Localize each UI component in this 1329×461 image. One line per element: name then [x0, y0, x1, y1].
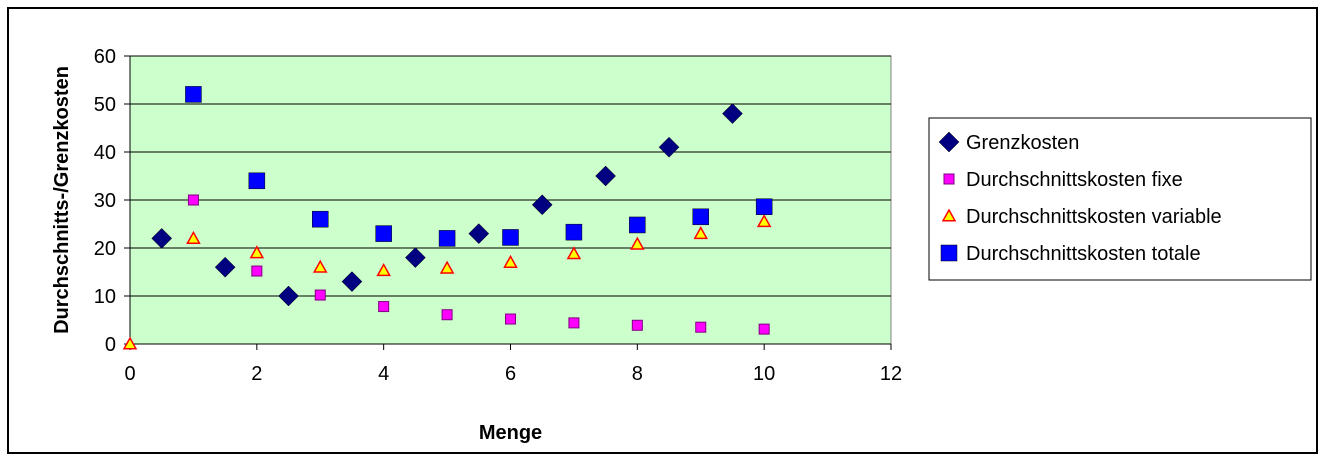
- legend-marker: [943, 173, 955, 185]
- point-grenzkosten: [722, 103, 743, 124]
- legend-box: [928, 117, 1312, 281]
- y-tick-label: 20: [94, 238, 116, 260]
- series-durchschnittskosten-fixe: [187, 194, 770, 335]
- point-durchschnittskosten-fixe: [568, 317, 580, 329]
- point-durchschnittskosten-variable: [186, 230, 201, 244]
- point-grenzkosten: [405, 247, 426, 268]
- point-grenzkosten: [531, 194, 553, 216]
- x-tick-label: 6: [505, 363, 516, 385]
- point-grenzkosten: [341, 271, 363, 292]
- point-grenzkosten: [595, 165, 616, 187]
- point-durchschnittskosten-variable: [566, 246, 582, 260]
- point-durchschnittskosten-variable: [693, 226, 709, 240]
- point-durchschnittskosten-fixe: [758, 323, 770, 335]
- point-durchschnittskosten-variable: [376, 263, 391, 277]
- x-tick-label: 4: [378, 363, 389, 385]
- point-durchschnittskosten-fixe: [695, 321, 707, 333]
- legend: Grenzkosten Durchschnittskosten fixe Durch…: [928, 117, 1312, 281]
- y-tick-label: 40: [94, 142, 116, 164]
- legend-marker: [938, 131, 960, 153]
- series-durchschnittskosten-totale: [185, 86, 773, 247]
- x-axis-ticks: 0 2 4 6 8 10 12: [124, 344, 902, 385]
- data-marks: [122, 86, 773, 350]
- point-durchschnittskosten-variable: [312, 259, 328, 273]
- point-durchschnittskosten-totale: [185, 86, 202, 103]
- point-durchschnittskosten-fixe: [441, 309, 453, 321]
- point-durchschnittskosten-variable: [122, 336, 138, 350]
- point-durchschnittskosten-fixe: [187, 194, 199, 206]
- x-tick-label: 2: [251, 363, 262, 385]
- point-durchschnittskosten-totale: [248, 172, 266, 190]
- point-grenzkosten: [214, 256, 236, 278]
- point-durchschnittskosten-totale: [312, 210, 329, 228]
- point-durchschnittskosten-fixe: [251, 265, 263, 277]
- legend-marker: [940, 244, 958, 262]
- point-durchschnittskosten-fixe: [631, 319, 643, 331]
- point-durchschnittskosten-variable: [630, 236, 645, 250]
- point-grenzkosten: [468, 223, 490, 244]
- x-tick-label: 0: [124, 363, 135, 385]
- x-axis-title: Menge: [479, 422, 542, 444]
- legend-label: Grenzkosten: [966, 132, 1079, 154]
- point-durchschnittskosten-variable: [439, 260, 455, 274]
- point-grenzkosten: [278, 285, 299, 307]
- point-durchschnittskosten-totale: [692, 208, 709, 226]
- legend-item: Grenzkosten: [938, 131, 1079, 154]
- point-durchschnittskosten-totale: [755, 198, 773, 215]
- y-tick-label: 0: [105, 334, 116, 356]
- legend-label: Durchschnittskosten variable: [966, 206, 1222, 228]
- x-tick-label: 8: [632, 363, 643, 385]
- point-durchschnittskosten-totale: [438, 230, 456, 247]
- legend-item: Durchschnittskosten totale: [940, 243, 1201, 265]
- x-tick-label: 10: [753, 363, 775, 385]
- point-durchschnittskosten-variable: [756, 214, 772, 228]
- legend-label: Durchschnittskosten fixe: [966, 169, 1183, 191]
- y-tick-label: 50: [94, 94, 116, 116]
- point-durchschnittskosten-fixe: [314, 289, 326, 301]
- y-axis-title: Durchschnitts-/Grenzkosten: [51, 66, 73, 334]
- point-durchschnittskosten-totale: [565, 223, 583, 241]
- point-durchschnittskosten-variable: [503, 254, 518, 268]
- y-tick-label: 30: [94, 190, 116, 212]
- x-tick-label: 12: [880, 363, 902, 385]
- legend-item: Durchschnittskosten fixe: [943, 169, 1183, 191]
- series-durchschnittskosten-variable: [122, 214, 772, 350]
- point-durchschnittskosten-fixe: [505, 313, 516, 325]
- legend-label: Durchschnittskosten totale: [966, 243, 1201, 265]
- point-durchschnittskosten-variable: [249, 245, 265, 259]
- point-grenzkosten: [658, 136, 680, 158]
- y-axis-ticks: 0 10 20 30 40 50 60: [94, 46, 130, 356]
- y-tick-label: 10: [94, 286, 116, 308]
- point-durchschnittskosten-totale: [502, 229, 519, 246]
- y-tick-label: 60: [94, 46, 116, 68]
- legend-marker: [941, 208, 957, 222]
- point-durchschnittskosten-fixe: [378, 301, 390, 313]
- point-grenzkosten: [151, 228, 173, 249]
- legend-item: Durchschnittskosten variable: [941, 206, 1222, 228]
- point-durchschnittskosten-totale: [375, 225, 392, 242]
- series-grenzkosten: [151, 103, 743, 307]
- point-durchschnittskosten-totale: [629, 216, 646, 234]
